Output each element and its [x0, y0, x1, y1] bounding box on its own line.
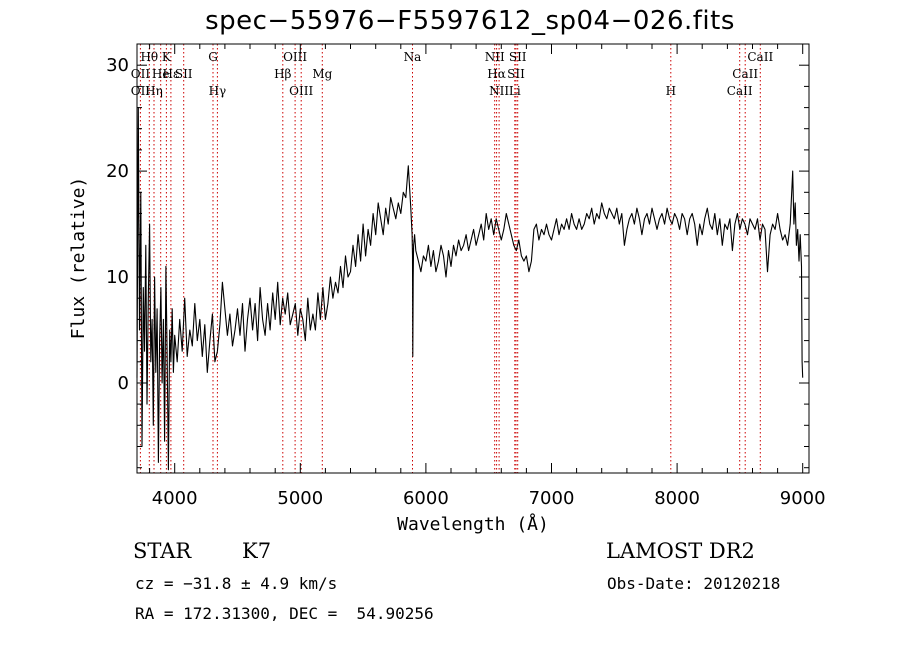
spectrum-series	[136, 107, 804, 471]
axis-ticks: 4000 5000 6000 7000 8000 9000 0 10 20 30	[106, 43, 826, 509]
survey-name: LAMOST DR2	[606, 539, 755, 563]
object-class: STAR	[133, 539, 192, 563]
y-tick-label: 0	[118, 373, 129, 394]
sky-coordinates: RA = 172.31300, DEC = 54.90256	[135, 604, 434, 623]
x-tick-label: 6000	[403, 488, 449, 509]
line-label: OIII	[283, 50, 307, 64]
line-label: SII	[507, 67, 525, 81]
line-label: K	[162, 50, 172, 64]
x-tick-label: 7000	[529, 488, 575, 509]
line-label: Hε	[163, 67, 180, 81]
line-label: H	[666, 84, 676, 98]
line-label: Na	[404, 50, 422, 64]
spectral-line-markers	[139, 44, 761, 473]
line-label: OII	[131, 84, 151, 98]
line-label: OIII	[289, 84, 313, 98]
x-tick-label: 5000	[277, 488, 323, 509]
x-tick-label: 8000	[654, 488, 700, 509]
x-tick-label: 4000	[152, 488, 198, 509]
observation-date: Obs-Date: 20120218	[607, 574, 781, 593]
line-label: NII	[489, 84, 509, 98]
line-label: Hη	[145, 84, 163, 98]
line-label: Hβ	[274, 67, 291, 81]
line-label: CaII	[732, 67, 758, 81]
x-axis-title: Wavelength (Å)	[397, 513, 549, 535]
spectral-subclass: K7	[242, 539, 272, 563]
line-label: Li	[509, 84, 521, 98]
line-label: He	[152, 67, 170, 81]
redshift-readout: cz = −31.8 ± 4.9 km/s	[135, 574, 338, 593]
line-label: Mg	[312, 67, 332, 81]
y-tick-label: 30	[106, 55, 129, 76]
line-label: NII	[485, 50, 505, 64]
plot-frame	[136, 43, 810, 474]
line-label: CaII	[747, 50, 773, 64]
line-label: OII	[131, 67, 151, 81]
y-tick-label: 10	[106, 267, 129, 288]
y-tick-label: 20	[106, 161, 129, 182]
plot-title: spec−55976−F5597612_sp04−026.fits	[205, 6, 735, 36]
line-label: CaII	[727, 84, 753, 98]
line-label: Hα	[487, 67, 506, 81]
line-label: Hθ	[140, 50, 158, 64]
line-label: SII	[509, 50, 527, 64]
x-tick-label: 9000	[780, 488, 826, 509]
line-label: SII	[175, 67, 193, 81]
line-label: G	[208, 50, 218, 64]
line-label: Hγ	[209, 84, 227, 98]
spectrum-line	[136, 107, 804, 471]
y-axis-title: Flux (relative)	[68, 177, 89, 340]
